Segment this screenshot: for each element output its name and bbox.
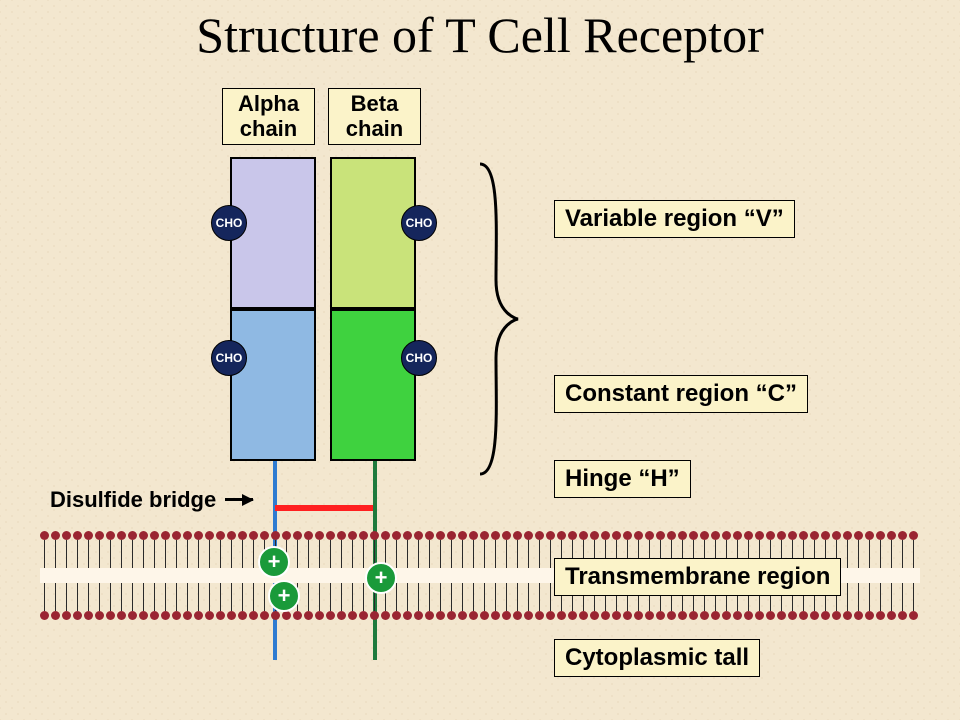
cytoplasmic-tail-label: Cytoplasmic tall [554,639,760,677]
cho-text: CHO [216,351,243,365]
brace-icon [470,160,520,478]
page-title: Structure of T Cell Receptor [0,6,960,64]
cho-badge: CHO [211,340,247,376]
cho-text: CHO [406,216,433,230]
disulfide-bridge-bar [275,505,373,511]
transmembrane-region-label: Transmembrane region [554,558,841,596]
disulfide-bridge-label: Disulfide bridge [50,487,216,513]
charge-plus-icon: + [365,562,397,594]
cho-badge: CHO [401,340,437,376]
beta-constant-block [330,309,416,461]
variable-region-label: Variable region “V” [554,200,795,238]
cho-badge: CHO [401,205,437,241]
charge-plus-icon: + [258,546,290,578]
alpha-chain-text: Alpha chain [238,91,299,141]
alpha-constant-block [230,309,316,461]
cho-badge: CHO [211,205,247,241]
membrane-bot-heads [40,611,920,621]
cho-text: CHO [216,216,243,230]
disulfide-arrow-icon [225,498,253,501]
charge-plus-icon: + [268,580,300,612]
beta-chain-label: Beta chain [328,88,421,145]
cho-text: CHO [406,351,433,365]
constant-region-label: Constant region “C” [554,375,808,413]
hinge-region-label: Hinge “H” [554,460,691,498]
beta-chain-text: Beta chain [346,91,403,141]
alpha-chain-label: Alpha chain [222,88,315,145]
